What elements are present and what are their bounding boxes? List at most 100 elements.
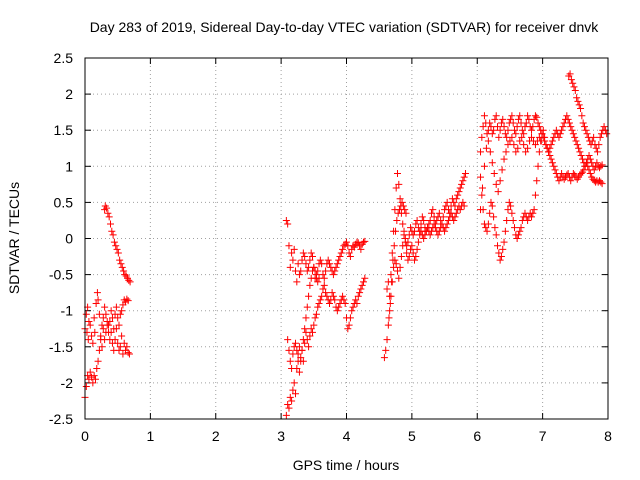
data-point <box>547 141 555 149</box>
series-segment-1a <box>81 289 133 358</box>
series-segment-2c <box>284 263 323 376</box>
data-point <box>349 303 357 311</box>
y-tick-label: 2.5 <box>54 50 74 66</box>
data-point <box>482 224 490 232</box>
data-series <box>81 70 611 419</box>
series-segment-4d <box>565 70 611 156</box>
data-point <box>528 126 536 134</box>
data-point <box>512 130 520 138</box>
data-point <box>514 144 522 152</box>
data-point <box>301 253 309 261</box>
data-point <box>555 177 563 185</box>
data-point <box>546 151 554 159</box>
data-point <box>569 170 577 178</box>
data-point <box>597 162 605 170</box>
data-point <box>495 133 503 141</box>
data-point <box>289 386 297 394</box>
data-point <box>120 339 128 347</box>
data-point <box>86 368 94 376</box>
data-point <box>286 393 294 401</box>
data-point <box>402 209 410 217</box>
data-point <box>319 285 327 293</box>
data-point <box>496 177 504 185</box>
data-point <box>98 343 106 351</box>
series-segment-4c <box>477 133 545 214</box>
data-point <box>331 296 339 304</box>
series-segment-1c <box>101 202 134 286</box>
data-point <box>387 271 395 279</box>
data-point <box>507 115 515 123</box>
data-point <box>420 216 428 224</box>
data-point <box>390 263 398 271</box>
data-point <box>323 292 331 300</box>
data-point <box>571 133 579 141</box>
data-point <box>556 130 564 138</box>
data-point <box>400 227 408 235</box>
data-point <box>520 130 528 138</box>
data-point <box>106 318 114 326</box>
data-point <box>497 119 505 127</box>
data-point <box>357 285 365 293</box>
y-tick-label: 1 <box>65 158 73 174</box>
data-point <box>394 209 402 217</box>
data-point <box>344 325 352 333</box>
data-point <box>484 137 492 145</box>
data-point <box>316 256 324 264</box>
data-point <box>293 278 301 286</box>
data-point <box>93 364 101 372</box>
data-point <box>569 130 577 138</box>
data-point <box>361 237 369 245</box>
data-point <box>477 173 485 181</box>
data-point <box>292 339 300 347</box>
data-point <box>302 328 310 336</box>
x-tick-label: 8 <box>604 428 612 444</box>
data-point <box>399 202 407 210</box>
data-point <box>405 253 413 261</box>
data-point <box>456 206 464 214</box>
data-point <box>517 224 525 232</box>
data-point <box>297 357 305 365</box>
data-point <box>535 123 543 131</box>
data-point <box>102 310 110 318</box>
data-point <box>456 184 464 192</box>
data-point <box>478 133 486 141</box>
data-point <box>413 245 421 253</box>
data-point <box>404 256 412 264</box>
data-point <box>354 292 362 300</box>
data-point <box>454 191 462 199</box>
data-point <box>488 130 496 138</box>
data-point <box>595 141 603 149</box>
data-point <box>315 299 323 307</box>
data-point <box>413 216 421 224</box>
data-point <box>103 321 111 329</box>
data-point <box>409 231 417 239</box>
data-point <box>398 198 406 206</box>
data-point <box>111 336 119 344</box>
data-point <box>555 133 563 141</box>
data-point <box>531 141 539 149</box>
data-point <box>516 112 524 120</box>
data-point <box>499 245 507 253</box>
data-point <box>350 243 358 251</box>
data-point <box>322 267 330 275</box>
data-point <box>388 278 396 286</box>
data-point <box>104 209 112 217</box>
data-point <box>94 357 102 365</box>
data-point <box>284 401 292 409</box>
data-point <box>596 133 604 141</box>
data-point <box>345 249 353 257</box>
data-point <box>494 123 502 131</box>
data-point <box>420 235 428 242</box>
data-point <box>558 170 566 178</box>
data-point <box>598 180 606 188</box>
data-point <box>385 314 393 322</box>
data-point <box>85 318 93 326</box>
data-point <box>441 227 449 235</box>
data-point <box>578 112 586 120</box>
data-point <box>282 411 290 419</box>
data-point <box>383 336 391 344</box>
data-point <box>582 126 590 134</box>
data-point <box>503 216 511 224</box>
data-point <box>285 242 293 250</box>
